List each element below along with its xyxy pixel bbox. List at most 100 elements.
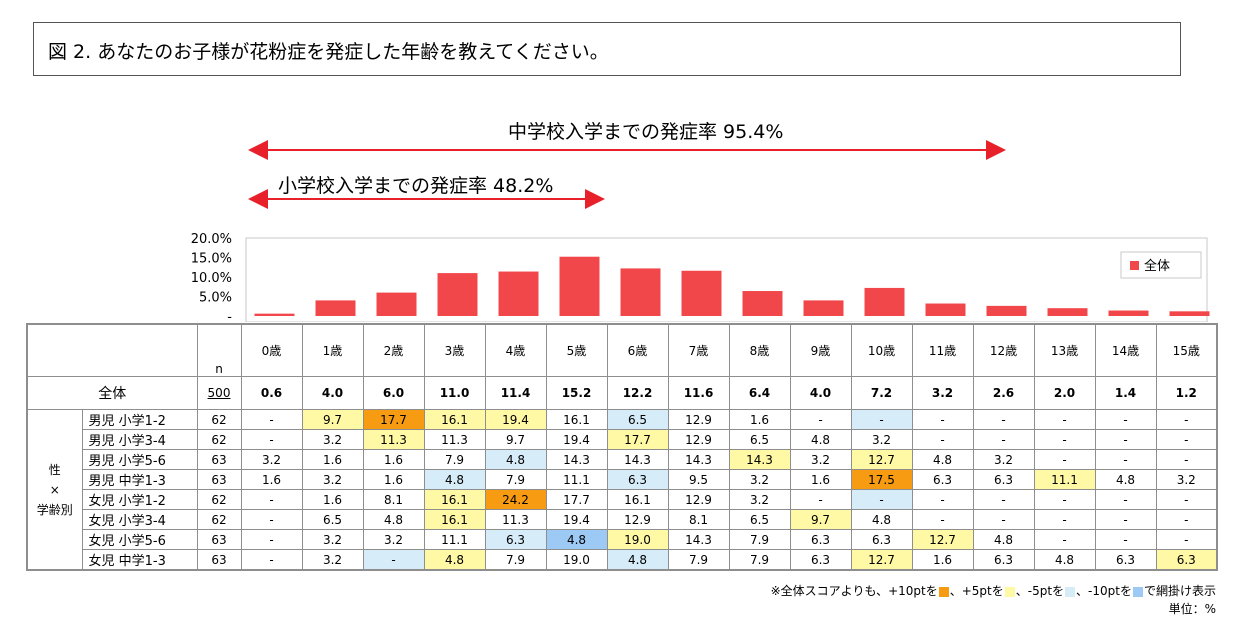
age-header: 11歳 xyxy=(911,323,974,377)
bar-12歳 xyxy=(986,305,1027,316)
total-value: 4.0 xyxy=(789,376,852,410)
segment-value: - xyxy=(1155,409,1218,430)
segment-value: 4.8 xyxy=(789,429,852,450)
range-arrows xyxy=(248,140,1006,209)
segment-value: 16.1 xyxy=(423,489,486,510)
segment-value: 16.1 xyxy=(423,409,486,430)
segment-value: 14.3 xyxy=(667,529,730,550)
segment-value: - xyxy=(1094,449,1157,470)
segment-value: - xyxy=(972,489,1035,510)
segment-value: 6.3 xyxy=(606,469,669,490)
segment-value: - xyxy=(240,509,303,530)
segment-value: 7.9 xyxy=(484,549,547,571)
segment-value: 9.7 xyxy=(301,409,364,430)
segment-value: 11.1 xyxy=(545,469,608,490)
segment-value: - xyxy=(1155,429,1218,450)
segment-value: - xyxy=(1033,409,1096,430)
segment-value: 3.2 xyxy=(1155,469,1218,490)
total-value: 6.4 xyxy=(728,376,791,410)
bar-3歳 xyxy=(437,273,478,316)
segment-label: 女児 小学3-4 xyxy=(81,509,198,530)
segment-value: 3.2 xyxy=(301,529,364,550)
age-header: 1歳 xyxy=(301,323,364,377)
segment-value: 4.8 xyxy=(423,469,486,490)
note-prefix: ※全体スコアよりも、+10ptを xyxy=(770,584,938,598)
segment-value: - xyxy=(1033,489,1096,510)
swatch-minus5 xyxy=(1065,586,1076,597)
note-suffix: で網掛け表示 xyxy=(1143,584,1216,598)
segment-value: 1.6 xyxy=(301,489,364,510)
segment-value: 6.3 xyxy=(789,529,852,550)
segment-label: 女児 小学1-2 xyxy=(81,489,198,510)
bar-13歳 xyxy=(1047,308,1088,316)
segment-value: 17.7 xyxy=(545,489,608,510)
group-label: 性 × 学齢別 xyxy=(26,409,83,571)
y-tick-label: - xyxy=(227,310,232,322)
swatch-plus10 xyxy=(938,586,949,597)
segment-value: 9.7 xyxy=(484,429,547,450)
segment-value: - xyxy=(1094,509,1157,530)
segment-value: - xyxy=(1094,409,1157,430)
segment-value: - xyxy=(240,409,303,430)
segment-value: 24.2 xyxy=(484,489,547,510)
table-row: 男児 小学3-4 62-3.2 11.3 11.3 9.7 19.4 17.7 12.9 6.5… xyxy=(27,429,1218,450)
segment-value: 1.6 xyxy=(362,469,425,490)
segment-value: 4.8 xyxy=(1033,549,1096,571)
segment-value: 7.9 xyxy=(484,469,547,490)
segment-value: 11.3 xyxy=(423,429,486,450)
segment-value: - xyxy=(789,409,852,430)
segment-n: 62 xyxy=(196,429,242,450)
segment-value: 6.3 xyxy=(972,469,1035,490)
y-tick-label: 5.0% xyxy=(199,291,232,306)
segment-value: - xyxy=(240,549,303,571)
segment-value: 6.5 xyxy=(606,409,669,430)
segment-value: 3.2 xyxy=(362,529,425,550)
segment-value: - xyxy=(789,489,852,510)
y-tick-label: 10.0% xyxy=(191,271,232,286)
age-header: 9歳 xyxy=(789,323,852,377)
segment-value: 12.7 xyxy=(850,549,913,571)
segment-value: - xyxy=(240,529,303,550)
total-value: 1.2 xyxy=(1155,376,1218,410)
segment-value: 4.8 xyxy=(423,549,486,571)
bar-5歳 xyxy=(559,256,600,316)
segment-value: - xyxy=(1033,449,1096,470)
age-header: 10歳 xyxy=(850,323,913,377)
segment-value: 1.6 xyxy=(911,549,974,571)
total-value: 2.0 xyxy=(1033,376,1096,410)
segment-value: - xyxy=(240,429,303,450)
age-header: 7歳 xyxy=(667,323,730,377)
plot-frame xyxy=(245,237,1208,322)
segment-value: - xyxy=(972,409,1035,430)
segment-value: 6.3 xyxy=(789,549,852,571)
total-value: 6.0 xyxy=(362,376,425,410)
segment-value: 1.6 xyxy=(789,469,852,490)
segment-label: 女児 小学5-6 xyxy=(81,529,198,550)
y-tick-label: 20.0% xyxy=(191,232,232,247)
segment-value: 6.3 xyxy=(972,549,1035,571)
age-header: 0歳 xyxy=(240,323,303,377)
segment-label: 男児 小学5-6 xyxy=(81,449,198,470)
segment-value: 4.8 xyxy=(362,509,425,530)
segment-value: 19.0 xyxy=(606,529,669,550)
age-header: 8歳 xyxy=(728,323,791,377)
segment-value: - xyxy=(1155,509,1218,530)
segment-n: 63 xyxy=(196,469,242,490)
segment-value: 7.9 xyxy=(667,549,730,571)
segment-value: 7.9 xyxy=(728,529,791,550)
segment-n: 63 xyxy=(196,529,242,550)
segment-value: 3.2 xyxy=(728,469,791,490)
segment-value: 3.2 xyxy=(972,449,1035,470)
bar-2歳 xyxy=(376,292,417,316)
segment-value: 12.9 xyxy=(667,489,730,510)
segment-value: 12.9 xyxy=(667,429,730,450)
y-tick-label: 15.0% xyxy=(191,252,232,267)
segment-value: - xyxy=(1033,429,1096,450)
total-value: 11.4 xyxy=(484,376,547,410)
bar-6歳 xyxy=(620,268,661,316)
segment-value: - xyxy=(1094,489,1157,510)
table-corner xyxy=(26,323,198,377)
segment-value: - xyxy=(1155,489,1218,510)
bar-chart: - 5.0% 10.0% 15.0% 20.0% 全体 xyxy=(191,232,1210,322)
segment-value: 19.0 xyxy=(545,549,608,571)
